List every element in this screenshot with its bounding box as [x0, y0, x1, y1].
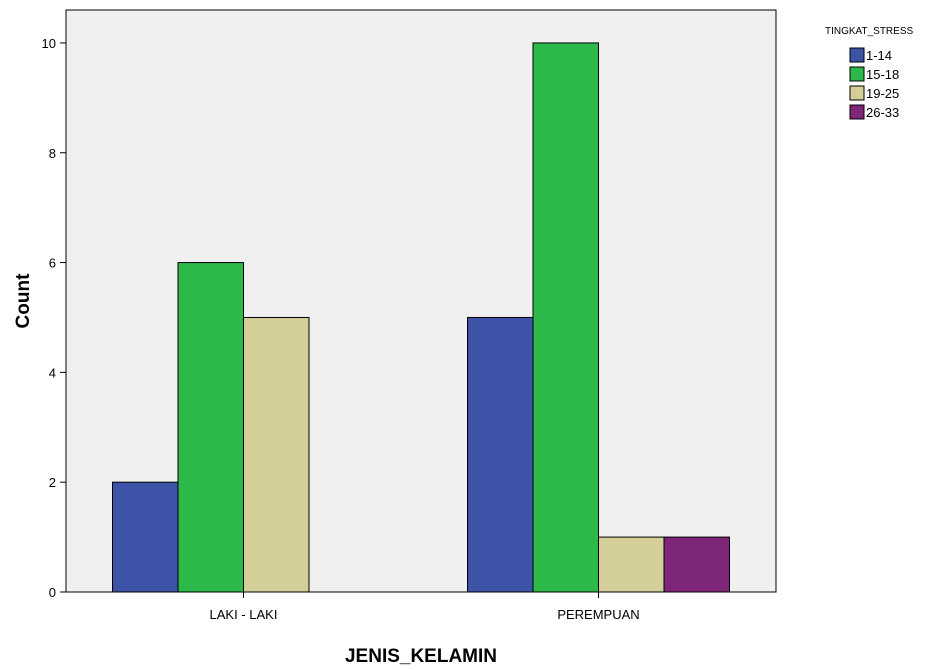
legend-label: 1-14 — [866, 48, 892, 63]
legend-title: TINGKAT_STRESS — [825, 26, 913, 37]
legend-label: 19-25 — [866, 86, 899, 101]
legend-swatch — [849, 47, 865, 63]
y-tick-label: 0 — [49, 585, 56, 600]
bar-19-25-1 — [598, 536, 665, 593]
bar-1-14-1 — [467, 316, 534, 593]
bar-15-18-1 — [532, 42, 599, 593]
y-tick-label: 8 — [49, 146, 56, 161]
y-tick-label: 2 — [49, 475, 56, 490]
legend-label: 15-18 — [866, 67, 899, 82]
x-tick-label: LAKI - LAKI — [210, 607, 278, 622]
legend-swatch — [849, 85, 865, 101]
x-tick-label: PEREMPUAN — [557, 607, 639, 622]
x-axis-title: JENIS_KELAMIN — [345, 646, 497, 667]
y-tick-label: 6 — [49, 256, 56, 271]
y-axis-title: Count — [13, 273, 34, 329]
bar-26-33-1 — [663, 536, 730, 593]
bar-15-18-0 — [177, 262, 244, 593]
bar-19-25-0 — [243, 316, 310, 593]
legend-swatch — [849, 66, 865, 82]
y-tick-label: 4 — [49, 365, 56, 380]
legend-swatch — [849, 104, 865, 120]
legend-label: 26-33 — [866, 105, 899, 120]
bar-1-14-0 — [112, 481, 179, 593]
y-tick-label: 10 — [42, 36, 56, 51]
legend: TINGKAT_STRESS 1-14 15-18 19-25 26-33 — [825, 26, 913, 120]
